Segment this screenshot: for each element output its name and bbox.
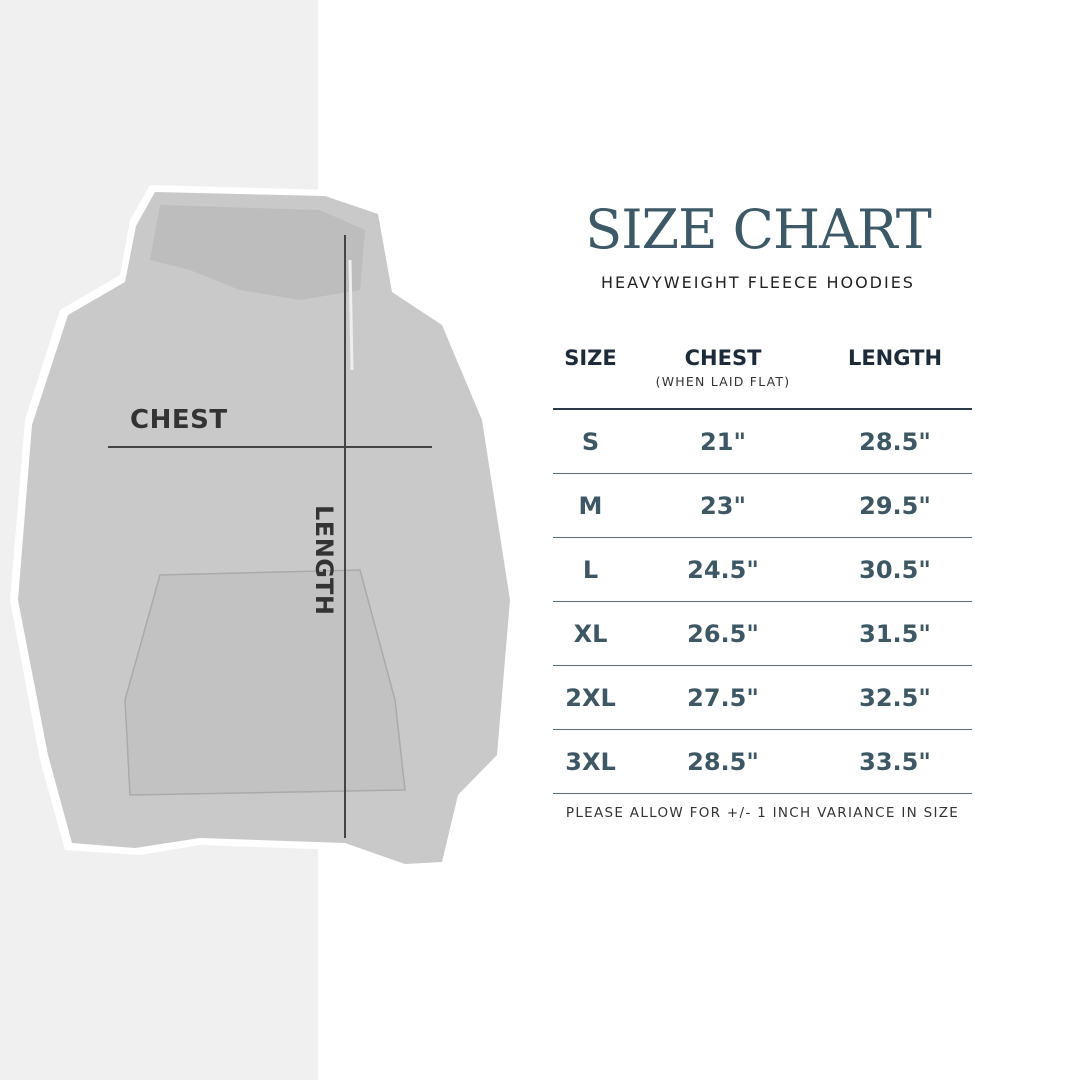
hood <box>150 205 365 300</box>
table-header-row: SIZE CHEST (WHEN LAID FLAT) LENGTH <box>553 340 972 410</box>
hoodie-image <box>10 185 520 872</box>
cell-size: XL <box>553 601 628 666</box>
cell-length: 28.5" <box>818 409 972 474</box>
cell-chest: 26.5" <box>628 601 818 666</box>
chest-label: CHEST <box>130 405 228 435</box>
cell-size: 2XL <box>553 665 628 730</box>
cell-chest: 28.5" <box>628 729 818 794</box>
cell-size: 3XL <box>553 729 628 794</box>
header-length: LENGTH <box>818 340 972 410</box>
table-row: M 23" 29.5" <box>553 473 972 538</box>
cell-size: S <box>553 409 628 474</box>
cell-chest: 23" <box>628 473 818 538</box>
page-title: SIZE CHART <box>585 198 932 261</box>
cell-chest: 27.5" <box>628 665 818 730</box>
subtitle: HEAVYWEIGHT FLEECE HOODIES <box>601 273 915 292</box>
pocket <box>124 569 406 796</box>
cell-length: 32.5" <box>818 665 972 730</box>
header-size: SIZE <box>553 340 628 410</box>
length-label: LENGTH <box>310 505 338 616</box>
cell-size: L <box>553 537 628 602</box>
header-sublabel: (WHEN LAID FLAT) <box>655 374 791 389</box>
cell-length: 30.5" <box>818 537 972 602</box>
table-row: S 21" 28.5" <box>553 409 972 474</box>
size-table: SIZE CHEST (WHEN LAID FLAT) LENGTH S 21" 28… <box>553 340 972 794</box>
cell-length: 31.5" <box>818 601 972 666</box>
cell-length: 29.5" <box>818 473 972 538</box>
drawstring <box>348 259 354 371</box>
header-label: CHEST <box>684 346 762 370</box>
table-row: 2XL 27.5" 32.5" <box>553 665 972 730</box>
cell-length: 33.5" <box>818 729 972 794</box>
cell-chest: 24.5" <box>628 537 818 602</box>
variance-note: PLEASE ALLOW FOR +/- 1 INCH VARIANCE IN … <box>565 805 960 821</box>
header-label: SIZE <box>564 346 617 370</box>
cell-chest: 21" <box>628 409 818 474</box>
header-label: LENGTH <box>847 346 943 370</box>
table-row: XL 26.5" 31.5" <box>553 601 972 666</box>
cell-size: M <box>553 473 628 538</box>
table-row: 3XL 28.5" 33.5" <box>553 729 972 794</box>
table-row: L 24.5" 30.5" <box>553 537 972 602</box>
header-chest: CHEST (WHEN LAID FLAT) <box>628 340 818 410</box>
